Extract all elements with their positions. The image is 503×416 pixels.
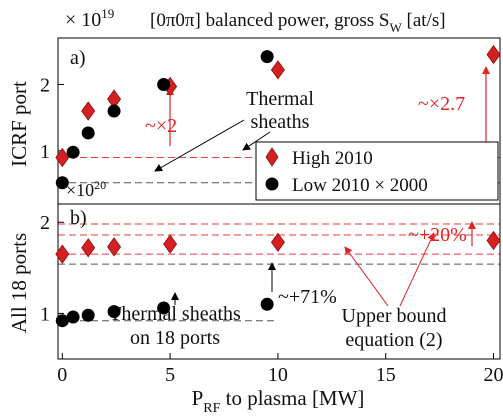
x-tick-label-4: 20 <box>484 364 503 386</box>
legend-label-low: Low 2010 × 2000 <box>292 175 428 196</box>
legend-box <box>255 141 499 201</box>
point-b-high-1 <box>81 238 96 258</box>
annotation-equation: equation (2) <box>345 329 442 351</box>
point-b-high-4 <box>270 232 285 252</box>
point-a-high-0 <box>55 147 70 168</box>
annotation-on-18: on 18 ports <box>130 327 220 349</box>
point-a-high-1 <box>81 101 96 121</box>
annotation-increase-red: ~+20% <box>408 224 467 246</box>
panel-b-points <box>55 230 501 328</box>
annotation-thermal: Thermal <box>246 88 314 110</box>
arrow-thermal-a <box>154 119 245 172</box>
panel-a-points <box>55 44 501 190</box>
point-a-high-4 <box>270 60 285 80</box>
x-tick-label-1: 5 <box>165 364 175 386</box>
panel-b-ticks: 120 5 10 15 20 <box>40 212 503 386</box>
point-b-high-2 <box>107 237 122 257</box>
point-b-high-0 <box>55 244 70 264</box>
point-b-low-3 <box>107 305 121 319</box>
annotation-thermal-18: Thermal sheaths <box>109 303 241 325</box>
panel-b-label: b) <box>70 207 87 229</box>
y-tick-label-b-0: 1 <box>40 303 50 325</box>
annotation-sheaths: sheaths <box>251 111 310 133</box>
point-b-high-5 <box>486 230 501 251</box>
point-b-high-3 <box>163 234 178 254</box>
arrow-thermal-b <box>242 131 271 151</box>
panel-a: 12 a) ICRF port Thermal sheaths ~×2 ~×2.… <box>7 37 501 205</box>
y-axis-label-a: ICRF port <box>7 81 31 167</box>
point-a-low-2 <box>81 126 95 140</box>
legend-marker-high <box>265 147 279 167</box>
point-b-low-1 <box>66 310 80 324</box>
point-b-low-4 <box>157 301 171 315</box>
annotation-factor-left: ~×2 <box>145 115 177 137</box>
x-axis-label: PRF to plasma [MW] <box>192 386 365 416</box>
panel-a-ticks: 12 <box>40 74 64 163</box>
arrow-upper-bound-a <box>344 246 389 307</box>
annotation-upper-bound: Upper bound <box>342 305 447 327</box>
chart-title: [0π0π] balanced power, gross SW [at/s] <box>150 10 446 35</box>
point-b-low-5 <box>260 297 274 311</box>
annotation-factor-right: ~×2.7 <box>418 93 465 115</box>
panel-b: 120 5 10 15 20 b) All 18 ports ~+71% ~+20% T… <box>7 203 503 386</box>
x-tick-label-2: 10 <box>268 364 288 386</box>
x-tick-label-3: 15 <box>376 364 396 386</box>
point-a-high-5 <box>486 44 501 65</box>
y-axis-label-b: All 18 ports <box>7 233 31 333</box>
legend-label-high: High 2010 <box>292 148 373 169</box>
point-b-low-0 <box>55 314 69 328</box>
point-a-low-5 <box>260 50 274 64</box>
point-a-low-1 <box>66 145 80 159</box>
point-a-low-3 <box>107 104 121 118</box>
exponent-label-b: ×1020 <box>66 178 106 200</box>
arrow-upper-bound-b <box>399 232 435 307</box>
point-a-low-0 <box>55 176 69 190</box>
exponent-label-a: × 1019 <box>65 6 114 31</box>
y-tick-label-a-1: 1 <box>40 141 50 163</box>
x-tick-label-0: 0 <box>57 364 67 386</box>
legend-marker-low <box>265 177 279 191</box>
y-tick-label-a-2: 2 <box>40 74 50 96</box>
legend: High 2010 Low 2010 × 2000 <box>255 141 499 201</box>
panel-b-frame <box>57 203 501 360</box>
panel-a-label: a) <box>70 47 86 69</box>
annotation-increase-black: ~+71% <box>278 286 337 308</box>
point-b-low-2 <box>81 308 95 322</box>
y-tick-label-b-1: 2 <box>40 212 50 234</box>
point-a-low-4 <box>157 77 171 91</box>
